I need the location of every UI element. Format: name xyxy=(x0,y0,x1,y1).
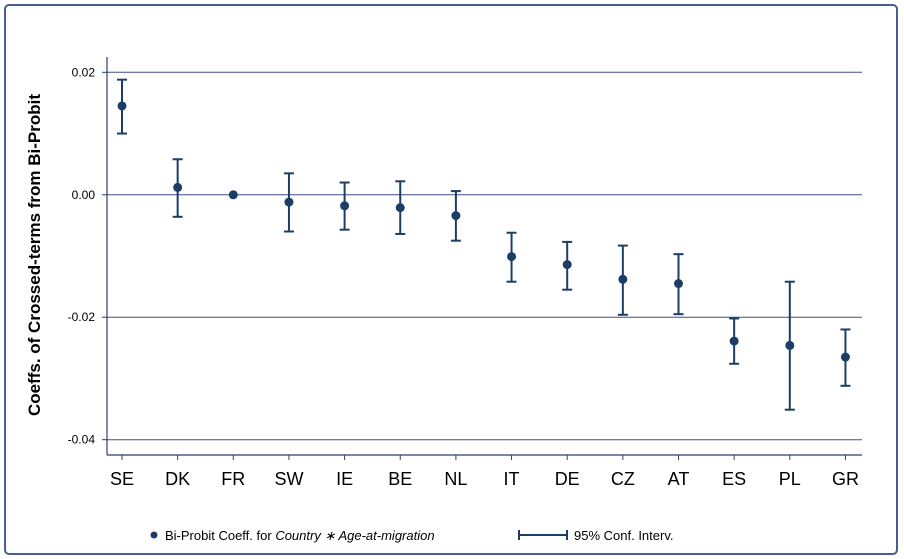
x-tick-label: SW xyxy=(274,469,303,489)
y-axis-label: Coeffs. of Crossed-terms from Bi-Probit xyxy=(25,94,44,416)
x-tick-label: FR xyxy=(221,469,245,489)
axes xyxy=(106,57,862,456)
x-tick-label: ES xyxy=(722,469,746,489)
x-tick-label: IE xyxy=(336,469,353,489)
x-tick-label: NL xyxy=(444,469,467,489)
chart-frame xyxy=(4,4,898,555)
data-point xyxy=(173,182,183,192)
x-tick-label: GR xyxy=(832,469,859,489)
y-tick-label: -0.02 xyxy=(68,310,96,324)
y-tick-label: 0.02 xyxy=(72,65,96,79)
data-point xyxy=(840,352,850,362)
x-tick-label: AT xyxy=(668,469,690,489)
x-tick-label: PL xyxy=(779,469,801,489)
grid-lines xyxy=(107,71,862,441)
x-tick-label: DK xyxy=(165,469,190,489)
data-point xyxy=(674,279,683,289)
error-bars xyxy=(117,78,851,411)
data-point xyxy=(228,190,238,200)
data-point xyxy=(340,201,350,211)
legend-point-marker xyxy=(150,531,158,539)
data-point xyxy=(284,197,294,207)
legend-point-label: Bi-Probit Coeff. for Country ∗ Age-at-mi… xyxy=(165,528,435,543)
legend-ci-marker xyxy=(518,530,568,540)
legend-ci-label: 95% Conf. Interv. xyxy=(574,528,673,543)
data-point xyxy=(507,252,517,262)
x-tick-label: SE xyxy=(110,469,134,489)
legend: Bi-Probit Coeff. for Country ∗ Age-at-mi… xyxy=(150,528,673,543)
y-tick-label: 0.00 xyxy=(72,188,96,202)
data-point xyxy=(729,336,739,346)
legend-point-prefix: Bi-Probit Coeff. for xyxy=(165,528,275,543)
x-ticks: SE DK FR SW IE BE NL IT DE CZ AT ES PL GR xyxy=(110,455,859,489)
x-tick-label: IT xyxy=(504,469,520,489)
x-tick-label: DE xyxy=(555,469,580,489)
data-point xyxy=(451,211,461,221)
points xyxy=(117,101,850,362)
data-point xyxy=(785,340,795,350)
legend-point-italic: Country ∗ Age-at-migration xyxy=(275,528,434,543)
x-tick-label: CZ xyxy=(611,469,635,489)
x-tick-label: BE xyxy=(388,469,412,489)
y-tick-label: -0.04 xyxy=(68,433,96,447)
data-point xyxy=(117,101,127,111)
data-point xyxy=(395,203,405,213)
data-point xyxy=(618,274,628,284)
data-point xyxy=(562,260,572,270)
y-ticks: 0.02 0.00 -0.02 -0.04 xyxy=(68,65,107,447)
